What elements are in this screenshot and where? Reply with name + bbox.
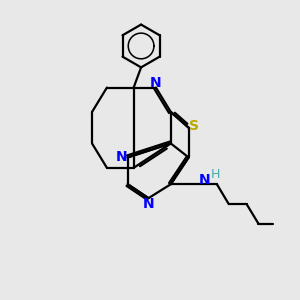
Text: H: H xyxy=(211,168,220,181)
Text: N: N xyxy=(143,197,154,211)
Text: S: S xyxy=(189,119,199,133)
Text: N: N xyxy=(150,76,162,89)
Text: N: N xyxy=(116,150,127,164)
Text: N: N xyxy=(199,173,210,187)
